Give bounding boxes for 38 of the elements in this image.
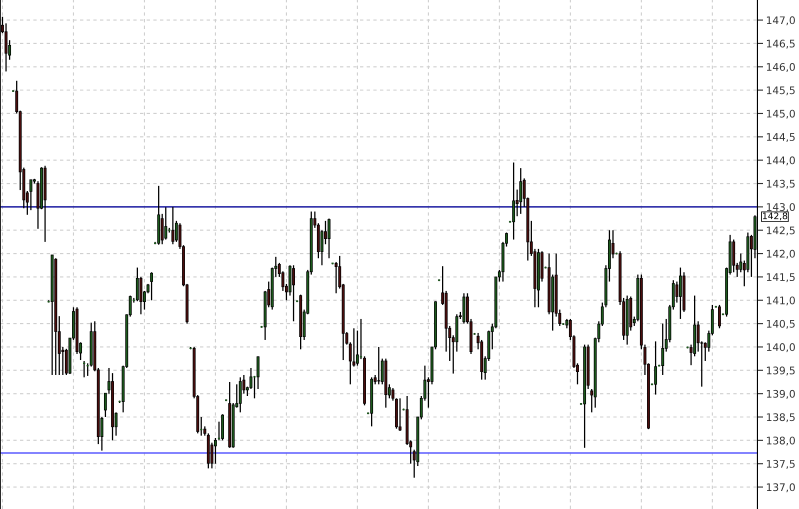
y-tick-label: 142,5 xyxy=(766,226,795,236)
candlestick xyxy=(328,218,330,259)
candlestick xyxy=(221,414,224,441)
y-tick-label: 143,0 xyxy=(766,203,795,212)
candlestick xyxy=(150,272,154,301)
y-tick-label: 146,0 xyxy=(766,63,795,72)
y-tick-label: 138,5 xyxy=(766,413,795,422)
candlestick xyxy=(136,266,139,302)
candlestick xyxy=(171,206,174,245)
y-tick-label: 140,0 xyxy=(766,343,795,352)
candlestick xyxy=(377,346,380,385)
candlestick xyxy=(732,238,736,273)
candlestick xyxy=(678,266,682,320)
y-tick-label: 141,5 xyxy=(766,273,795,282)
y-tick-label: 139,0 xyxy=(766,390,795,399)
y-tick-label: 146,5 xyxy=(766,40,795,49)
candlestick xyxy=(29,179,32,211)
candlestick xyxy=(512,162,516,240)
candlestick xyxy=(654,340,658,396)
y-tick-label: 142,0 xyxy=(766,250,795,259)
candlestick xyxy=(398,398,402,432)
candlestick xyxy=(292,264,295,322)
y-tick-label: 138,0 xyxy=(766,436,795,446)
candlestick xyxy=(718,304,721,329)
candlestick xyxy=(256,356,260,390)
y-tick-label: 141,0 xyxy=(766,296,795,306)
y-tick-label: 147,0 xyxy=(766,16,795,26)
y-tick-label: 145,5 xyxy=(766,86,795,96)
y-tick-label: 144,5 xyxy=(766,133,795,142)
candlestick xyxy=(661,322,664,376)
y-tick-label: 145,0 xyxy=(766,110,795,119)
y-tick-label: 137,5 xyxy=(766,460,795,469)
y-tick-label: 140,5 xyxy=(766,320,795,329)
y-tick-label: 139,5 xyxy=(766,366,795,376)
text: 142,8 xyxy=(762,212,788,220)
y-tick-label: 143,5 xyxy=(766,180,795,189)
y-tick-label: 144,0 xyxy=(766,156,795,166)
y-tick-label: 137,0 xyxy=(766,483,795,492)
